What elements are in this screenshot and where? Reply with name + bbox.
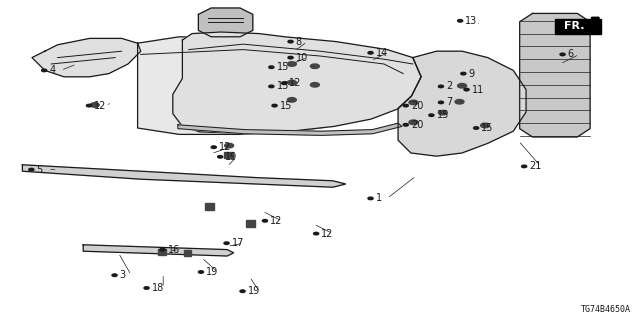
Circle shape bbox=[144, 287, 149, 289]
Text: 15: 15 bbox=[280, 100, 292, 111]
Circle shape bbox=[464, 88, 469, 91]
Text: 3: 3 bbox=[120, 270, 126, 280]
Circle shape bbox=[218, 156, 223, 158]
Circle shape bbox=[86, 104, 92, 107]
Text: 15: 15 bbox=[436, 110, 449, 120]
Text: 9: 9 bbox=[468, 68, 475, 79]
Polygon shape bbox=[178, 123, 402, 135]
Text: 6: 6 bbox=[568, 49, 574, 60]
Text: 19: 19 bbox=[248, 286, 260, 296]
Circle shape bbox=[474, 127, 479, 129]
Text: 16: 16 bbox=[168, 244, 180, 255]
Text: 19: 19 bbox=[225, 152, 237, 162]
Circle shape bbox=[240, 290, 245, 292]
Text: 12: 12 bbox=[321, 228, 333, 239]
Circle shape bbox=[409, 100, 418, 105]
Circle shape bbox=[438, 110, 447, 115]
Circle shape bbox=[29, 168, 34, 171]
Circle shape bbox=[458, 84, 467, 88]
Text: TG74B4650A: TG74B4650A bbox=[580, 305, 630, 314]
Polygon shape bbox=[22, 165, 346, 187]
Bar bbox=[158, 249, 166, 255]
Text: 15: 15 bbox=[481, 123, 493, 133]
Polygon shape bbox=[83, 245, 234, 256]
Text: 12: 12 bbox=[219, 142, 231, 152]
Bar bbox=[246, 220, 255, 227]
Circle shape bbox=[481, 123, 490, 128]
Text: 5: 5 bbox=[36, 164, 43, 175]
Circle shape bbox=[42, 69, 47, 72]
Circle shape bbox=[310, 64, 319, 68]
Circle shape bbox=[560, 53, 565, 56]
Polygon shape bbox=[173, 32, 421, 133]
Circle shape bbox=[198, 271, 204, 273]
Circle shape bbox=[269, 85, 274, 88]
Bar bbox=[224, 152, 233, 158]
Polygon shape bbox=[32, 38, 141, 77]
Circle shape bbox=[90, 103, 99, 107]
Circle shape bbox=[269, 66, 274, 68]
Circle shape bbox=[409, 120, 418, 124]
Text: 21: 21 bbox=[529, 161, 541, 172]
Text: 14: 14 bbox=[376, 48, 388, 58]
Polygon shape bbox=[138, 37, 410, 134]
Circle shape bbox=[272, 104, 277, 107]
Circle shape bbox=[225, 143, 234, 148]
Text: 12: 12 bbox=[289, 78, 301, 88]
FancyBboxPatch shape bbox=[555, 19, 601, 34]
Text: 20: 20 bbox=[411, 100, 423, 111]
Text: 19: 19 bbox=[206, 267, 218, 277]
Text: 4: 4 bbox=[49, 65, 56, 76]
Text: 18: 18 bbox=[152, 283, 164, 293]
Text: 10: 10 bbox=[296, 52, 308, 63]
Text: 13: 13 bbox=[465, 16, 477, 26]
Text: 7: 7 bbox=[446, 97, 452, 108]
Circle shape bbox=[429, 114, 434, 116]
Text: FR.: FR. bbox=[564, 21, 584, 31]
Text: 2: 2 bbox=[446, 81, 452, 92]
Bar bbox=[205, 203, 214, 210]
Text: 15: 15 bbox=[276, 81, 289, 92]
Text: 8: 8 bbox=[296, 36, 302, 47]
Circle shape bbox=[287, 98, 296, 102]
Circle shape bbox=[224, 242, 229, 244]
Circle shape bbox=[455, 100, 464, 104]
Circle shape bbox=[287, 80, 296, 85]
Text: 12: 12 bbox=[270, 216, 282, 226]
Text: 15: 15 bbox=[276, 62, 289, 72]
Polygon shape bbox=[398, 51, 526, 156]
Circle shape bbox=[403, 124, 408, 126]
Circle shape bbox=[458, 20, 463, 22]
Circle shape bbox=[262, 220, 268, 222]
Circle shape bbox=[282, 82, 287, 84]
Circle shape bbox=[368, 52, 373, 54]
Circle shape bbox=[160, 248, 165, 251]
Circle shape bbox=[368, 197, 373, 200]
Bar bbox=[184, 250, 191, 256]
Text: 1: 1 bbox=[376, 193, 382, 204]
Circle shape bbox=[288, 40, 293, 43]
Circle shape bbox=[287, 62, 296, 66]
Circle shape bbox=[461, 72, 466, 75]
Text: 12: 12 bbox=[94, 100, 106, 111]
Circle shape bbox=[438, 85, 444, 88]
Polygon shape bbox=[520, 13, 590, 137]
Circle shape bbox=[314, 232, 319, 235]
Polygon shape bbox=[198, 8, 253, 37]
Text: 11: 11 bbox=[472, 84, 484, 95]
Circle shape bbox=[112, 274, 117, 276]
Text: 20: 20 bbox=[411, 120, 423, 130]
Circle shape bbox=[211, 146, 216, 148]
Circle shape bbox=[310, 83, 319, 87]
Text: 17: 17 bbox=[232, 238, 244, 248]
Circle shape bbox=[288, 56, 293, 59]
Circle shape bbox=[522, 165, 527, 168]
Circle shape bbox=[438, 101, 444, 104]
Circle shape bbox=[403, 104, 408, 107]
